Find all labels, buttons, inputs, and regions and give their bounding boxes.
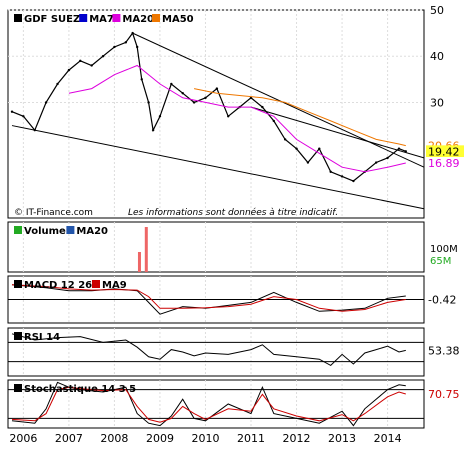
x-tick-label-8: 2014 <box>374 432 402 445</box>
macd-series-macd-12-26 <box>11 284 406 315</box>
legend-swatch-3 <box>152 14 160 22</box>
panel-frame-rsi <box>7 327 425 377</box>
legend-label-0: GDF SUEZ <box>24 14 80 25</box>
legend-swatch-0 <box>14 332 22 340</box>
legend-label-0: RSI 14 <box>24 332 60 343</box>
macd-tick-0: -0.42 <box>428 294 456 307</box>
legend-swatch-1 <box>66 226 75 234</box>
x-tick-label-1: 2007 <box>55 432 83 445</box>
price-point-35 <box>374 161 378 164</box>
legend-label-0: Stochastique 14 3 5 <box>24 384 136 395</box>
x-tick-label-4: 2010 <box>191 432 219 445</box>
price-point-21 <box>215 87 219 90</box>
price-series-ma20 <box>68 64 406 173</box>
disclaimer-text: Les informations sont données à titre in… <box>128 207 338 218</box>
price-point-27 <box>283 138 287 141</box>
stoch-tick-0: 70.75 <box>428 388 460 401</box>
price-point-22 <box>227 115 230 118</box>
volume-tick-0: 100M <box>430 244 458 255</box>
volume-spike-1 <box>144 227 148 272</box>
x-tick-label-2: 2008 <box>100 432 128 445</box>
price-point-30 <box>318 147 321 150</box>
price-ytick-0: 50 <box>430 4 444 17</box>
price-point-38 <box>404 150 407 153</box>
legend-swatch-2 <box>112 14 121 22</box>
price-point-15 <box>151 128 155 132</box>
price-point-29 <box>306 161 310 164</box>
trendline-1 <box>11 125 425 210</box>
price-point-2 <box>33 128 36 132</box>
price-point-36 <box>386 156 389 160</box>
price-point-14 <box>147 101 150 104</box>
rsi-series <box>11 333 406 367</box>
price-point-5 <box>67 68 71 72</box>
x-tick-label-3: 2009 <box>146 432 174 445</box>
legend-label-1: MA7 <box>89 14 114 25</box>
price-point-37 <box>397 147 401 150</box>
x-tick-label-6: 2012 <box>283 432 311 445</box>
price-point-13 <box>140 78 143 81</box>
legend-swatch-1 <box>79 14 88 22</box>
price-tag-2: 16.89 <box>428 157 460 170</box>
copyright-text: © IT-Finance.com <box>14 208 93 218</box>
legend-label-1: MA9 <box>102 280 127 291</box>
legend-swatch-0 <box>14 384 22 392</box>
price-point-28 <box>295 147 298 150</box>
price-point-4 <box>56 82 59 86</box>
price-point-16 <box>158 115 162 118</box>
price-point-0 <box>10 110 14 113</box>
price-tag-bg-2 <box>426 157 464 170</box>
legend-label-1: MA20 <box>76 226 108 237</box>
price-point-1 <box>22 115 25 118</box>
price-point-12 <box>135 45 139 49</box>
price-point-20 <box>204 96 207 100</box>
trendline-2 <box>250 106 425 159</box>
price-point-32 <box>340 175 344 178</box>
legend-swatch-0 <box>14 226 22 234</box>
price-tag-1: 19.42 <box>428 145 460 158</box>
volume-spike-0 <box>137 252 141 272</box>
price-point-3 <box>44 101 48 104</box>
price-point-6 <box>79 59 82 63</box>
macd-series-ma9 <box>11 284 406 312</box>
x-tick-label-7: 2013 <box>328 432 356 445</box>
price-point-19 <box>192 101 196 104</box>
legend-label-3: MA50 <box>162 14 194 25</box>
volume-tick-1: 65M <box>430 256 451 267</box>
stoch-series-pct-d <box>11 386 406 423</box>
legend-label-0: Volume <box>24 226 66 237</box>
legend-label-0: MACD 12 26 <box>24 280 92 291</box>
price-point-18 <box>181 92 184 95</box>
price-point-26 <box>272 119 275 123</box>
price-point-9 <box>113 45 116 49</box>
rsi-tick-0: 53.38 <box>428 344 460 357</box>
price-ytick-1: 40 <box>430 50 444 63</box>
price-point-33 <box>352 179 355 183</box>
price-point-25 <box>261 105 264 109</box>
price-point-11 <box>131 31 134 35</box>
price-point-24 <box>249 96 253 100</box>
legend-swatch-1 <box>92 280 100 288</box>
price-point-17 <box>170 82 173 86</box>
price-point-10 <box>124 41 128 44</box>
price-tag-bg-1 <box>426 145 464 158</box>
x-tick-label-0: 2006 <box>9 432 37 445</box>
price-point-31 <box>329 170 332 173</box>
price-ytick-2: 30 <box>430 96 444 109</box>
panel-frame-volume <box>7 221 425 273</box>
price-series-ma50 <box>194 88 406 147</box>
trendline-0 <box>132 32 425 168</box>
x-tick-label-5: 2011 <box>237 432 265 445</box>
legend-label-2: MA20 <box>122 14 154 25</box>
legend-swatch-0 <box>14 280 22 288</box>
legend-swatch-0 <box>14 14 22 22</box>
panel-frame-price <box>7 9 425 219</box>
price-point-7 <box>90 64 93 67</box>
price-point-8 <box>101 55 105 58</box>
